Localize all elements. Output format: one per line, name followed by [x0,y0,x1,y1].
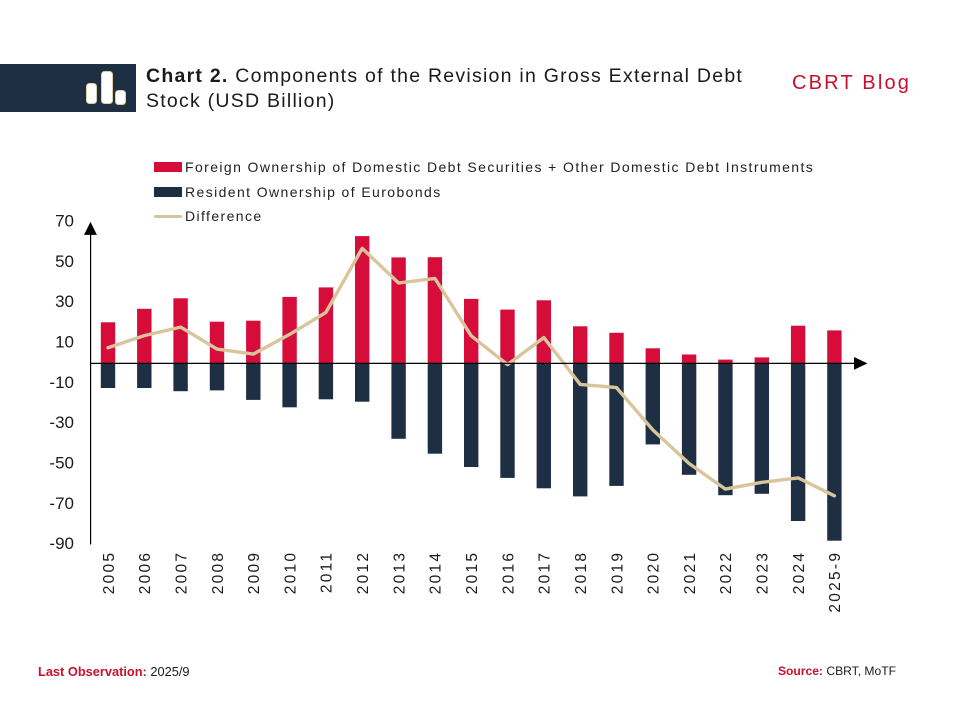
svg-text:2012: 2012 [355,551,372,594]
svg-text:2017: 2017 [537,551,554,594]
svg-text:2015: 2015 [464,551,481,594]
svg-text:10: 10 [55,333,74,352]
svg-text:30: 30 [55,292,74,311]
svg-text:2025-9: 2025-9 [827,551,844,613]
svg-text:-30: -30 [49,413,74,432]
svg-text:-50: -50 [49,453,74,472]
svg-text:2010: 2010 [282,551,299,594]
svg-text:2021: 2021 [682,551,699,594]
svg-text:2018: 2018 [573,551,590,594]
svg-text:-70: -70 [49,494,74,513]
svg-text:2006: 2006 [137,551,154,594]
svg-text:2022: 2022 [718,551,735,594]
svg-text:2005: 2005 [101,551,118,594]
svg-text:-10: -10 [49,373,74,392]
svg-text:-90: -90 [49,534,74,553]
svg-text:2023: 2023 [755,551,772,594]
svg-text:2014: 2014 [428,551,445,594]
svg-text:2011: 2011 [319,551,336,593]
svg-text:2009: 2009 [246,551,263,594]
svg-text:2020: 2020 [646,551,663,594]
svg-text:2024: 2024 [791,551,808,594]
svg-text:2016: 2016 [500,551,517,594]
svg-text:2007: 2007 [173,551,190,594]
svg-text:2019: 2019 [609,551,626,594]
svg-text:50: 50 [55,252,74,271]
svg-text:2013: 2013 [391,551,408,594]
svg-text:2008: 2008 [210,551,227,594]
svg-text:70: 70 [55,212,74,231]
